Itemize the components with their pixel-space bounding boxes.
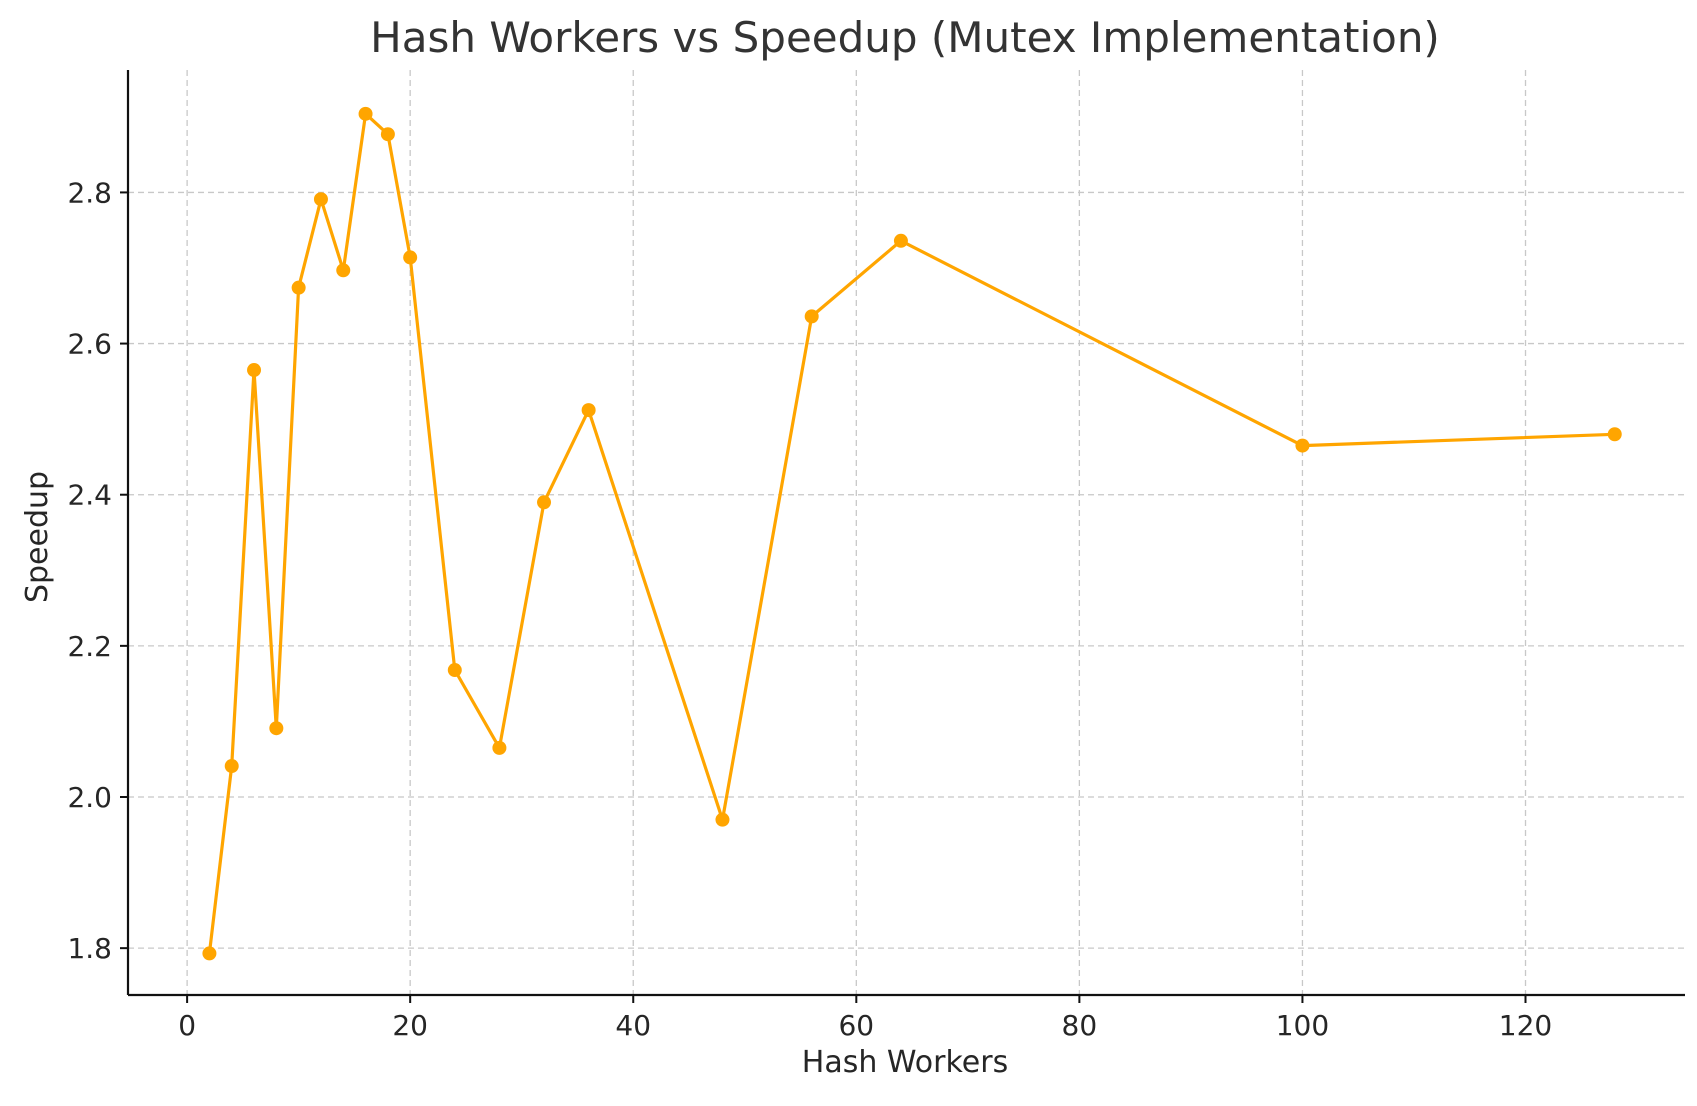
axes: 0 20 40 60 80 100 120 1.8 2.0 2.2 2.4 2.6 2.8 [67, 70, 1685, 1042]
data-point [1295, 438, 1310, 453]
y-tick-label: 2.6 [67, 328, 112, 361]
grid [128, 70, 1685, 995]
y-tick-label: 1.8 [67, 932, 112, 965]
data-point [336, 263, 351, 278]
y-axis-label: Speedup [20, 471, 55, 603]
data-point [537, 495, 552, 510]
data-point [447, 663, 462, 678]
data-point [492, 740, 507, 755]
data-point [581, 403, 596, 418]
data-point [804, 309, 819, 324]
data-point [224, 759, 239, 774]
data-point [269, 721, 284, 736]
x-tick-label: 40 [615, 1009, 651, 1042]
y-tick-label: 2.8 [67, 176, 112, 209]
x-axis-label: Hash Workers [802, 1045, 1008, 1080]
y-tick-label: 2.4 [67, 479, 112, 512]
x-tick-label: 120 [1499, 1009, 1552, 1042]
data-point [313, 192, 328, 207]
data-point [403, 250, 418, 265]
x-tick-label: 80 [1062, 1009, 1098, 1042]
x-tick-label: 100 [1276, 1009, 1329, 1042]
data-point [1607, 427, 1622, 442]
x-tick-label: 20 [392, 1009, 428, 1042]
series [202, 106, 1622, 961]
data-point [291, 280, 306, 295]
data-point [715, 812, 730, 827]
data-point [247, 363, 262, 378]
data-point [380, 127, 395, 142]
data-point [202, 946, 217, 961]
x-tick-label: 60 [838, 1009, 874, 1042]
series-line [207, 112, 1615, 954]
y-tick-label: 2.0 [67, 781, 112, 814]
x-tick-label: 0 [178, 1009, 196, 1042]
data-point [893, 233, 908, 248]
chart-title: Hash Workers vs Speedup (Mutex Implement… [370, 13, 1440, 62]
data-point [358, 106, 373, 121]
y-tick-label: 2.2 [67, 630, 112, 663]
